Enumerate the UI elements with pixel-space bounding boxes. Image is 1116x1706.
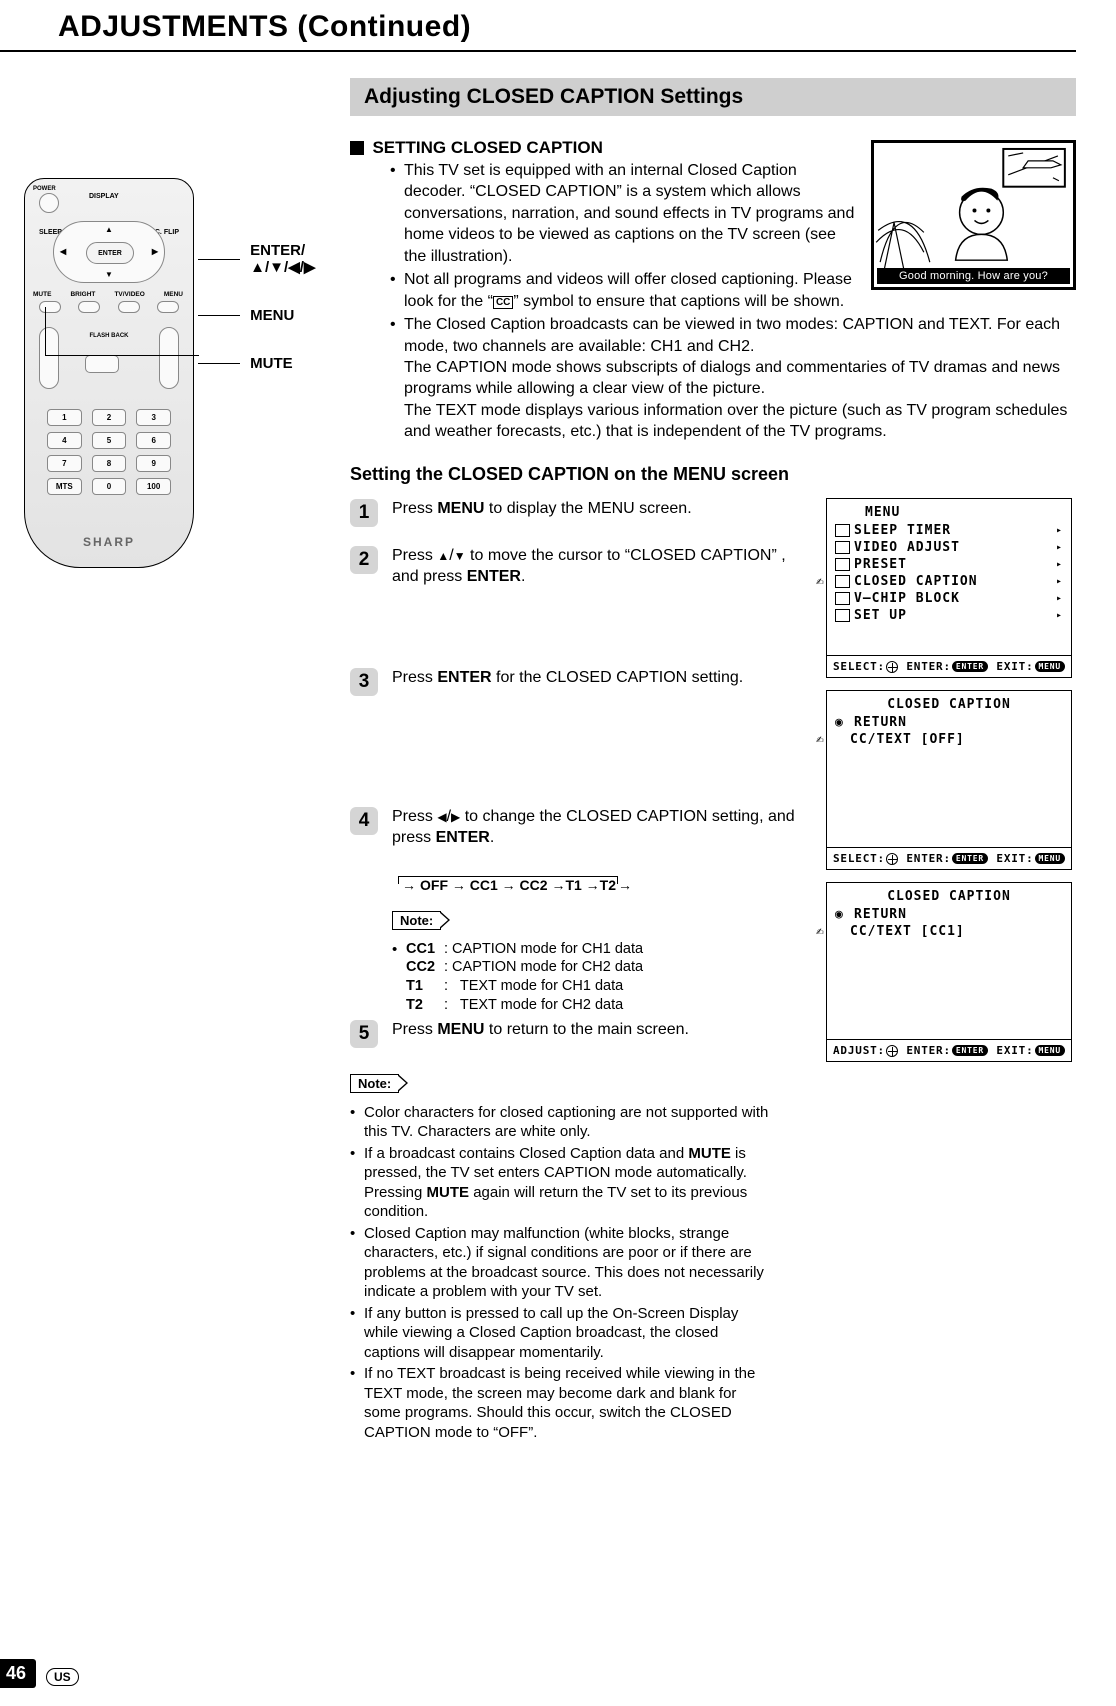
enter-pill-icon: ENTER <box>952 853 988 864</box>
step-text: Press MENU to return to the main screen. <box>392 1019 689 1048</box>
step-number: 2 <box>350 546 378 574</box>
setup-icon <box>835 609 850 622</box>
brand-logo: SHARP <box>25 535 193 549</box>
flashback-label: FLASH BACK <box>81 333 137 339</box>
row-labels: MUTE BRIGHT TV/VIDEO MENU <box>33 291 183 298</box>
menu-button <box>157 301 179 313</box>
cycle-diagram: →OFF → CC1 → CC2 →T1 →T2→ <box>392 861 812 893</box>
cc-symbol-icon: CC <box>493 296 513 309</box>
key-5: 5 <box>92 432 127 449</box>
cc-icon <box>835 575 850 588</box>
note-item: Closed Caption may malfunction (white bl… <box>350 1224 770 1302</box>
step-text: Press ◀/▶ to change the CLOSED CAPTION s… <box>392 806 812 848</box>
video-icon <box>835 541 850 554</box>
enter-pill-icon: ENTER <box>952 661 988 672</box>
step-5: 5 Press MENU to return to the main scree… <box>350 1019 812 1048</box>
step-text: Press ENTER for the CLOSED CAPTION setti… <box>392 667 743 696</box>
step-text: Press MENU to display the MENU screen. <box>392 498 692 527</box>
subheading: Setting the CLOSED CAPTION on the MENU s… <box>350 463 1076 486</box>
step-number: 3 <box>350 668 378 696</box>
callout-menu: MENU <box>198 306 294 324</box>
key-4: 4 <box>47 432 82 449</box>
section-banner: Adjusting CLOSED CAPTION Settings <box>350 78 1076 116</box>
osd-title: CLOSED CAPTION <box>835 889 1063 904</box>
clock-icon <box>835 524 850 537</box>
osd-menu: MENU SLEEP TIMER▸ VIDEO ADJUST▸ PRESET▸ … <box>826 498 1072 678</box>
remote-column: POWER DISPLAY SLEEP PIC. FLIP ▲ ▼ ◀ ▶ EN… <box>0 78 330 1444</box>
key-1: 1 <box>47 409 82 426</box>
menu-pill-icon: MENU <box>1035 853 1065 864</box>
page-number: 46 <box>0 1659 36 1688</box>
keypad: 1 2 3 4 5 6 7 8 9 MTS 0 100 <box>47 409 171 495</box>
bullet-3: The Closed Caption broadcasts can be vie… <box>390 314 1076 443</box>
note-item: If no TEXT broadcast is being received w… <box>350 1364 770 1442</box>
joystick-icon <box>886 661 898 673</box>
note-label: Note: <box>350 1074 399 1093</box>
mode-definitions: CC1: CAPTION mode for CH1 data CC2: CAPT… <box>392 940 812 1015</box>
osd-footer: SELECT: ENTER:ENTER EXIT:MENU <box>827 847 1071 869</box>
key-0: 0 <box>92 478 127 495</box>
row-buttons <box>39 301 179 313</box>
intro-bullets: This TV set is equipped with an internal… <box>390 160 930 312</box>
key-6: 6 <box>136 432 171 449</box>
bullet-1: This TV set is equipped with an internal… <box>390 160 930 267</box>
step-number: 1 <box>350 499 378 527</box>
step-3: 3 Press ENTER for the CLOSED CAPTION set… <box>350 667 812 696</box>
power-button <box>39 193 59 213</box>
osd-title: MENU <box>835 505 1063 520</box>
key-mts: MTS <box>47 478 82 495</box>
notes-list: Color characters for closed captioning a… <box>350 1103 770 1443</box>
menu-pill-icon: MENU <box>1035 1045 1065 1056</box>
osd-cc-cc1: CLOSED CAPTION ◉RETURN ✍CC/TEXT [CC1] AD… <box>826 882 1072 1062</box>
flashback-button <box>85 355 119 373</box>
step-number: 4 <box>350 807 378 835</box>
step-1: 1 Press MENU to display the MENU screen. <box>350 498 812 527</box>
remote-control-illustration: POWER DISPLAY SLEEP PIC. FLIP ▲ ▼ ◀ ▶ EN… <box>24 178 194 568</box>
power-label: POWER <box>33 186 56 192</box>
intro-bullets-wide: The Closed Caption broadcasts can be vie… <box>390 314 1076 443</box>
note-item: Color characters for closed captioning a… <box>350 1103 770 1142</box>
display-label: DISPLAY <box>89 193 119 200</box>
region-badge: US <box>46 1668 79 1686</box>
key-8: 8 <box>92 455 127 472</box>
key-7: 7 <box>47 455 82 472</box>
step-2: 2 Press ▲/▼ to move the cursor to “CLOSE… <box>350 545 812 587</box>
note-item: If any button is pressed to call up the … <box>350 1304 770 1363</box>
step-4: 4 Press ◀/▶ to change the CLOSED CAPTION… <box>350 806 812 848</box>
page-title: ADJUSTMENTS (Continued) <box>0 10 1076 52</box>
key-9: 9 <box>136 455 171 472</box>
menu-pill-icon: MENU <box>1035 661 1065 672</box>
enter-button: ENTER <box>86 242 134 264</box>
osd-title: CLOSED CAPTION <box>835 697 1063 712</box>
mute-button <box>39 301 61 313</box>
nav-pad: ▲ ▼ ◀ ▶ ENTER <box>53 221 165 283</box>
joystick-icon <box>886 853 898 865</box>
bullet-2: Not all programs and videos will offer c… <box>390 269 930 312</box>
key-100: 100 <box>136 478 171 495</box>
osd-cc-off: CLOSED CAPTION ◉RETURN ✍CC/TEXT [OFF] SE… <box>826 690 1072 870</box>
preset-icon <box>835 558 850 571</box>
tvvideo-button <box>118 301 140 313</box>
osd-footer: SELECT: ENTER:ENTER EXIT:MENU <box>827 655 1071 677</box>
note-label: Note: <box>392 911 441 930</box>
square-bullet-icon <box>350 141 364 155</box>
step-number: 5 <box>350 1020 378 1048</box>
osd-column: MENU SLEEP TIMER▸ VIDEO ADJUST▸ PRESET▸ … <box>826 498 1076 1444</box>
key-2: 2 <box>92 409 127 426</box>
vol-rocker <box>39 327 59 389</box>
callout-mute: MUTE <box>198 354 293 372</box>
osd-footer: ADJUST: ENTER:ENTER EXIT:MENU <box>827 1039 1071 1061</box>
bright-button <box>78 301 100 313</box>
ch-rocker <box>159 327 179 389</box>
callout-enter: ENTER/▲/▼/◀/▶ <box>198 242 315 276</box>
joystick-icon <box>886 1045 898 1057</box>
enter-pill-icon: ENTER <box>952 1045 988 1056</box>
step-text: Press ▲/▼ to move the cursor to “CLOSED … <box>392 545 812 587</box>
note-item: If a broadcast contains Closed Caption d… <box>350 1144 770 1222</box>
vol-ch-rockers: FLASH BACK <box>39 327 179 399</box>
key-3: 3 <box>136 409 171 426</box>
vchip-icon <box>835 592 850 605</box>
